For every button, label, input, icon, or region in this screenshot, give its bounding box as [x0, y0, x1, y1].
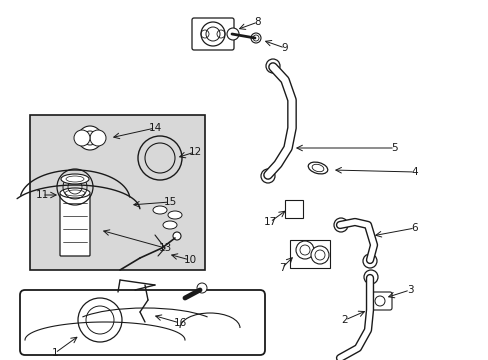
Circle shape	[83, 131, 97, 145]
FancyBboxPatch shape	[30, 115, 204, 270]
Text: 14: 14	[148, 123, 162, 133]
Ellipse shape	[168, 211, 182, 219]
Circle shape	[201, 22, 224, 46]
Text: 7: 7	[278, 263, 285, 273]
Ellipse shape	[311, 164, 323, 172]
Circle shape	[226, 28, 239, 40]
Ellipse shape	[65, 190, 85, 196]
Circle shape	[142, 320, 152, 330]
Circle shape	[333, 218, 347, 232]
FancyBboxPatch shape	[60, 194, 90, 256]
Ellipse shape	[153, 206, 167, 214]
Text: 9: 9	[281, 43, 288, 53]
Text: 16: 16	[173, 318, 186, 328]
Circle shape	[310, 246, 328, 264]
FancyBboxPatch shape	[192, 18, 234, 50]
Text: 4: 4	[411, 167, 417, 177]
Ellipse shape	[307, 162, 327, 174]
FancyBboxPatch shape	[285, 200, 303, 218]
Circle shape	[362, 254, 376, 268]
Ellipse shape	[163, 221, 177, 229]
Ellipse shape	[61, 174, 89, 184]
Circle shape	[363, 270, 377, 284]
Circle shape	[173, 232, 181, 240]
Circle shape	[250, 33, 261, 43]
FancyBboxPatch shape	[289, 240, 329, 268]
Circle shape	[90, 130, 106, 146]
Text: 13: 13	[158, 243, 171, 253]
Ellipse shape	[60, 188, 90, 198]
Circle shape	[78, 298, 122, 342]
Text: 12: 12	[188, 147, 201, 157]
Circle shape	[197, 283, 206, 293]
Text: 6: 6	[411, 223, 417, 233]
Text: 10: 10	[183, 255, 196, 265]
FancyBboxPatch shape	[367, 292, 391, 310]
Text: 5: 5	[391, 143, 398, 153]
Circle shape	[78, 126, 102, 150]
FancyBboxPatch shape	[20, 290, 264, 355]
Text: 2: 2	[341, 315, 347, 325]
Circle shape	[261, 169, 274, 183]
Circle shape	[295, 241, 313, 259]
Circle shape	[74, 130, 90, 146]
Text: 8: 8	[254, 17, 261, 27]
Circle shape	[265, 59, 280, 73]
Text: 1: 1	[52, 348, 58, 358]
Text: 3: 3	[406, 285, 412, 295]
Ellipse shape	[66, 176, 84, 182]
Text: 17: 17	[263, 217, 276, 227]
Text: 15: 15	[163, 197, 176, 207]
Text: 11: 11	[35, 190, 48, 200]
